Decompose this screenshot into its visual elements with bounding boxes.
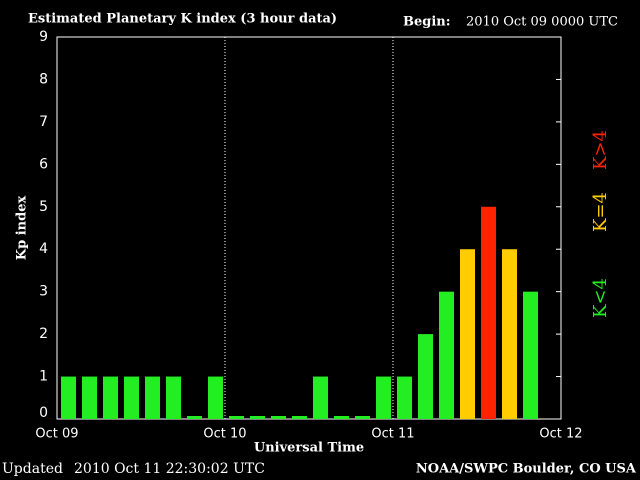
y-tick-label: 3 <box>39 284 48 300</box>
bar <box>334 416 349 419</box>
y-tick-label: 4 <box>39 241 48 257</box>
x-tick-label: Oct 09 <box>35 427 78 442</box>
bar <box>460 249 475 419</box>
chart-title: Estimated Planetary K index (3 hour data… <box>28 12 337 27</box>
bar <box>82 376 97 419</box>
bar <box>502 249 517 419</box>
bar <box>376 376 391 419</box>
bar <box>145 376 160 419</box>
y-tick-label: 6 <box>39 156 48 172</box>
bar <box>124 376 139 419</box>
updated-time: 2010 Oct 11 22:30:02 UTC <box>74 461 265 477</box>
legend-entry: K=4 <box>590 192 611 232</box>
bar <box>103 376 118 419</box>
bar <box>229 416 244 419</box>
updated-label: Updated <box>2 461 63 477</box>
bar <box>439 291 454 419</box>
y-tick-label: 2 <box>39 326 48 342</box>
bar <box>271 416 286 419</box>
plot-frame <box>56 36 562 420</box>
x-axis-label: Universal Time <box>254 441 364 456</box>
bar <box>481 206 496 419</box>
x-tick-label: Oct 10 <box>203 427 246 442</box>
x-tick-label: Oct 11 <box>371 427 414 442</box>
credit: NOAA/SWPC Boulder, CO USA <box>416 462 637 477</box>
begin-time: 2010 Oct 09 0000 UTC <box>466 15 618 30</box>
y-tick-label: 8 <box>39 71 48 87</box>
bar <box>397 376 412 419</box>
bar <box>187 416 202 419</box>
x-tick-label: Oct 12 <box>539 427 582 442</box>
y-tick-label: 1 <box>39 369 48 385</box>
bar <box>313 376 328 419</box>
y-axis-label: Kp index <box>15 196 30 261</box>
y-tick-label: 9 <box>39 29 48 45</box>
begin-label: Begin: <box>403 15 451 30</box>
legend-entry: K>4 <box>590 130 611 170</box>
bar <box>418 334 433 419</box>
y-tick-label: 0 <box>39 405 48 421</box>
y-tick-label: 7 <box>39 114 48 130</box>
bar <box>166 376 181 419</box>
bar <box>355 416 370 419</box>
bar <box>292 416 307 419</box>
bar <box>250 416 265 419</box>
y-tick-label: 5 <box>39 199 48 215</box>
bar <box>208 376 223 419</box>
bar <box>61 376 76 419</box>
bar <box>523 291 538 419</box>
legend-entry: K<4 <box>590 278 611 318</box>
